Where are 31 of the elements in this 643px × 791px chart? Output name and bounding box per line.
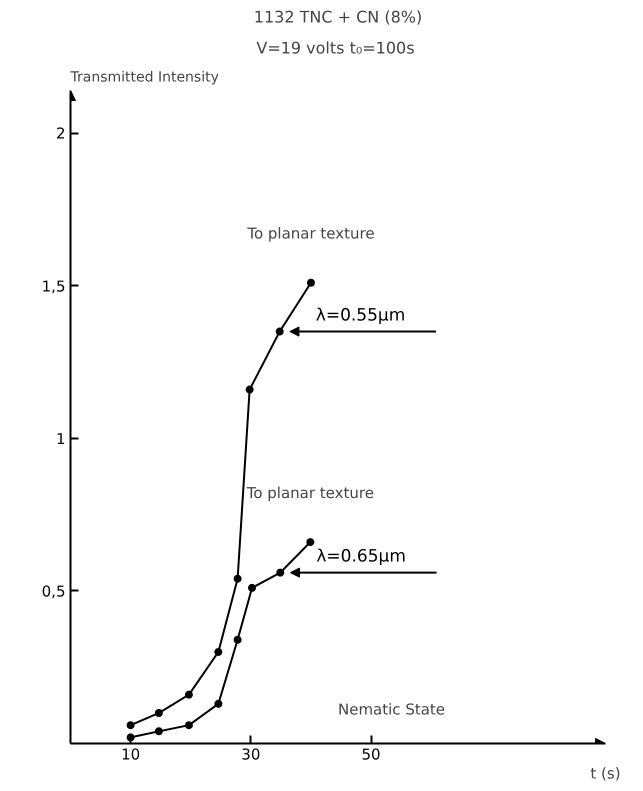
y-tick-label: 1 [56,430,66,448]
point [184,690,193,699]
x-axis-title: t (s) [590,764,621,782]
chart-subtitle: V=19 volts t₀=100s [256,38,415,58]
point [214,700,222,708]
y-axis-title: Transmitted Intensity [70,70,219,86]
point [126,721,135,730]
y-tick-label: 0,5 [42,582,66,600]
point [276,328,284,336]
chart-title: 1132 TNC + CN (8%) [254,8,422,26]
point [234,636,242,644]
point [214,648,222,656]
annotation: To planar texture [246,224,375,243]
point [306,538,314,546]
point [154,708,163,717]
y-tick-label: 2 [56,124,66,143]
point [246,386,254,394]
point [234,574,242,583]
annotation: To planar texture [246,484,374,502]
x-tick-label: 50 [362,746,381,764]
point [276,568,284,577]
x-tick-label: 30 [241,746,260,764]
point [184,721,193,730]
x-tick-label: 10 [121,746,140,764]
series-label: λ=0.55μm [316,306,406,326]
point [154,727,163,736]
point [306,278,315,287]
point [248,584,256,592]
annotation: Nematic State [338,700,446,718]
series-label: λ=0.65μm [316,546,406,567]
y-tick-label: 1,5 [42,277,66,296]
